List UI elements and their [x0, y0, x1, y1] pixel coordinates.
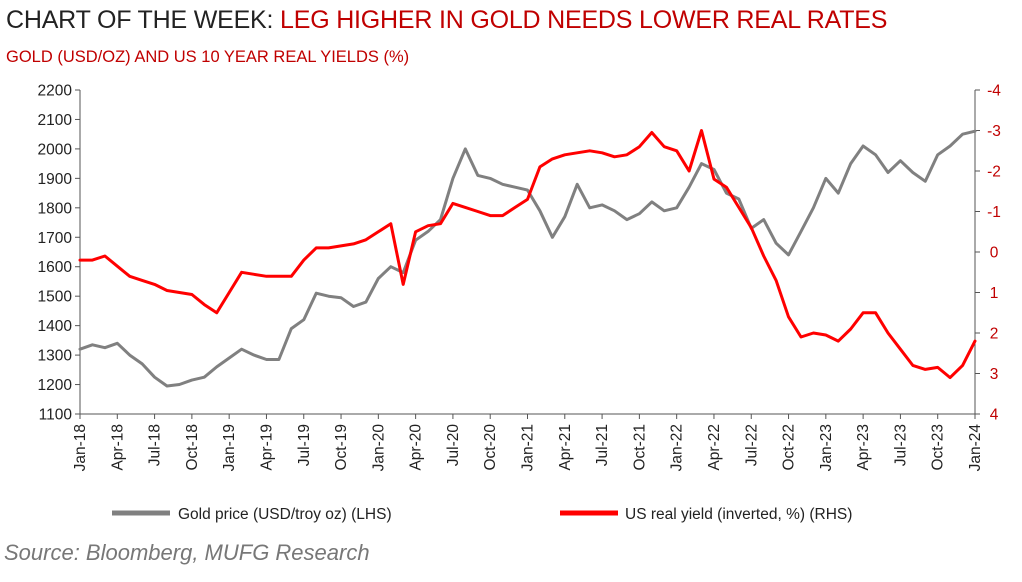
right-tick-label: -4 — [987, 83, 1001, 100]
left-tick-label: 1100 — [39, 407, 73, 424]
left-tick-label: 1400 — [38, 318, 73, 335]
x-tick-label: Jul-21 — [594, 424, 611, 466]
x-tick-label: Jul-22 — [743, 424, 760, 466]
right-tick-label: 1 — [990, 285, 999, 302]
right-axis: -4 -3 -2 -1 0 1 2 3 4 — [974, 83, 1001, 424]
left-tick-label: 1500 — [38, 289, 73, 306]
left-tick-label: 2200 — [38, 83, 73, 100]
x-tick-label: Apr-19 — [258, 424, 275, 471]
x-tick-label: Apr-23 — [855, 424, 872, 471]
right-tick-label: -2 — [987, 164, 1001, 181]
chart-subtitle: GOLD (USD/OZ) AND US 10 YEAR REAL YIELDS… — [6, 48, 410, 66]
x-tick-label: Jan-20 — [370, 424, 387, 472]
right-tick-label: 3 — [990, 366, 999, 383]
x-tick-label: Oct-20 — [482, 424, 499, 471]
chart-title: CHART OF THE WEEK: LEG HIGHER IN GOLD NE… — [6, 6, 887, 35]
gold-vs-real-yield-chart: 1100 1200 1300 1400 1500 1600 1700 1800 1900 2000… — [38, 83, 1002, 524]
right-tick-label: -1 — [987, 204, 1001, 221]
x-tick-label: Jan-21 — [520, 424, 537, 471]
x-tick-label: Oct-22 — [781, 424, 798, 471]
gold-price-line — [78, 129, 977, 388]
left-tick-label: 1800 — [38, 200, 73, 217]
real-yield-line — [78, 129, 977, 380]
legend-item-gold: Gold price (USD/troy oz) (LHS) — [112, 506, 392, 523]
x-tick-label: Oct-19 — [333, 424, 350, 471]
x-tick-label: Jul-19 — [296, 424, 313, 466]
legend-label: US real yield (inverted, %) (RHS) — [625, 506, 852, 523]
x-tick-label: Jan-18 — [72, 424, 89, 471]
legend-label: Gold price (USD/troy oz) (LHS) — [178, 506, 392, 523]
x-tick-label: Jul-23 — [892, 424, 909, 466]
left-tick-label: 2000 — [38, 141, 73, 158]
x-tick-label: Apr-18 — [109, 424, 126, 471]
left-tick-label: 1900 — [38, 171, 73, 188]
left-axis: 1100 1200 1300 1400 1500 1600 1700 1800 1900 2000… — [38, 83, 81, 424]
chart-title-highlight: LEG HIGHER IN GOLD NEEDS LOWER REAL RATE… — [280, 6, 888, 34]
left-tick-label: 1200 — [38, 377, 73, 394]
x-tick-label: Jan-24 — [967, 424, 984, 472]
x-tick-label: Apr-22 — [706, 424, 723, 471]
x-tick-label: Oct-18 — [184, 424, 201, 471]
x-tick-label: Jul-18 — [147, 424, 164, 466]
right-tick-label: 2 — [990, 326, 999, 343]
right-tick-label: 0 — [990, 245, 999, 262]
x-tick-label: Oct-23 — [930, 424, 947, 471]
x-tick-label: Jan-23 — [818, 424, 835, 471]
right-tick-label: -3 — [987, 123, 1001, 140]
left-tick-label: 1300 — [38, 348, 73, 365]
source-note: Source: Bloomberg, MUFG Research — [4, 540, 370, 565]
left-tick-label: 1600 — [38, 259, 73, 276]
x-tick-label: Jan-19 — [221, 424, 238, 471]
left-tick-label: 2100 — [38, 112, 73, 129]
right-tick-label: 4 — [990, 407, 999, 424]
legend-item-real-yield: US real yield (inverted, %) (RHS) — [560, 506, 852, 523]
x-tick-label: Oct-21 — [631, 424, 648, 471]
x-tick-label: Jan-22 — [669, 424, 686, 471]
x-tick-label: Jul-20 — [445, 424, 462, 467]
left-tick-label: 1700 — [38, 230, 73, 247]
x-tick-label: Apr-21 — [557, 424, 574, 471]
x-tick-label: Apr-20 — [408, 424, 425, 471]
series-layer — [78, 129, 977, 388]
chart-title-prefix: CHART OF THE WEEK: — [6, 6, 281, 34]
legend: Gold price (USD/troy oz) (LHS) US real yi… — [112, 506, 852, 523]
x-axis: Jan-18 Apr-18 Jul-18 Oct-18 Jan-19 Apr-19 Jul-… — [72, 413, 984, 472]
